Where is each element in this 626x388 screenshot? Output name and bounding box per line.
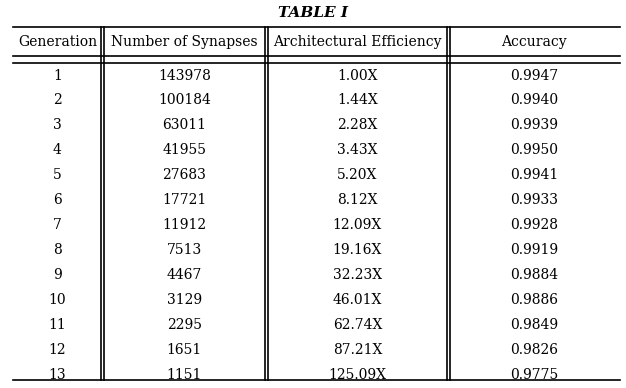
Text: 8.12X: 8.12X (337, 193, 377, 207)
Text: 0.9775: 0.9775 (510, 368, 558, 382)
Text: 8: 8 (53, 243, 62, 257)
Text: 3: 3 (53, 118, 62, 132)
Text: 0.9919: 0.9919 (510, 243, 558, 257)
Text: 27683: 27683 (162, 168, 207, 182)
Text: 0.9950: 0.9950 (510, 143, 558, 158)
Text: 1151: 1151 (167, 368, 202, 382)
Text: 2295: 2295 (167, 318, 202, 332)
Text: Generation: Generation (18, 35, 97, 48)
Text: 0.9947: 0.9947 (510, 69, 558, 83)
Text: 10: 10 (49, 293, 66, 307)
Text: 11: 11 (49, 318, 66, 332)
Text: 5.20X: 5.20X (337, 168, 377, 182)
Text: 0.9884: 0.9884 (510, 268, 558, 282)
Text: TABLE I: TABLE I (278, 6, 348, 20)
Text: 0.9886: 0.9886 (510, 293, 558, 307)
Text: 2.28X: 2.28X (337, 118, 377, 132)
Text: 7: 7 (53, 218, 62, 232)
Text: 17721: 17721 (162, 193, 207, 207)
Text: 4467: 4467 (167, 268, 202, 282)
Text: 0.9928: 0.9928 (510, 218, 558, 232)
Text: 4: 4 (53, 143, 62, 158)
Text: 46.01X: 46.01X (333, 293, 382, 307)
Text: 9: 9 (53, 268, 62, 282)
Text: Accuracy: Accuracy (501, 35, 567, 48)
Text: 7513: 7513 (167, 243, 202, 257)
Text: 32.23X: 32.23X (333, 268, 382, 282)
Text: 0.9933: 0.9933 (510, 193, 558, 207)
Text: 125.09X: 125.09X (329, 368, 386, 382)
Text: 6: 6 (53, 193, 62, 207)
Text: 1.00X: 1.00X (337, 69, 377, 83)
Text: 1: 1 (53, 69, 62, 83)
Text: 0.9939: 0.9939 (510, 118, 558, 132)
Text: 12: 12 (49, 343, 66, 357)
Text: 3.43X: 3.43X (337, 143, 377, 158)
Text: 2: 2 (53, 94, 62, 107)
Text: 5: 5 (53, 168, 62, 182)
Text: 63011: 63011 (162, 118, 207, 132)
Text: 3129: 3129 (167, 293, 202, 307)
Text: Number of Synapses: Number of Synapses (111, 35, 258, 48)
Text: 1.44X: 1.44X (337, 94, 378, 107)
Text: 0.9941: 0.9941 (510, 168, 558, 182)
Text: 19.16X: 19.16X (333, 243, 382, 257)
Text: 41955: 41955 (162, 143, 207, 158)
Text: 0.9849: 0.9849 (510, 318, 558, 332)
Text: 11912: 11912 (162, 218, 207, 232)
Text: Architectural Efficiency: Architectural Efficiency (273, 35, 442, 48)
Text: 62.74X: 62.74X (333, 318, 382, 332)
Text: 100184: 100184 (158, 94, 211, 107)
Text: 87.21X: 87.21X (333, 343, 382, 357)
Text: 0.9940: 0.9940 (510, 94, 558, 107)
Text: 1651: 1651 (167, 343, 202, 357)
Text: 12.09X: 12.09X (333, 218, 382, 232)
Text: 13: 13 (49, 368, 66, 382)
Text: 0.9826: 0.9826 (510, 343, 558, 357)
Text: 143978: 143978 (158, 69, 211, 83)
